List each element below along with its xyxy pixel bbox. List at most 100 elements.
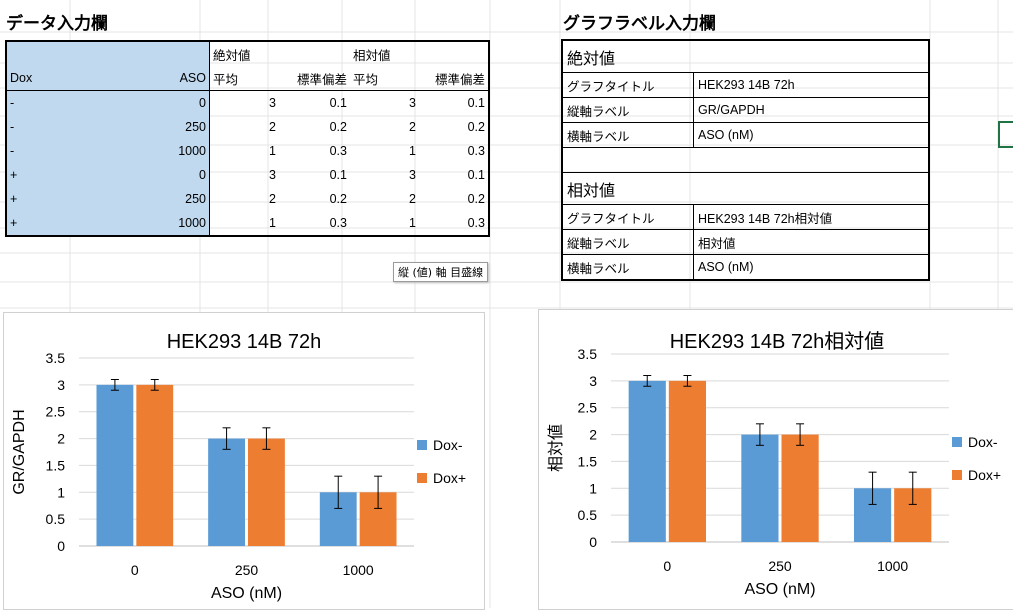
cell[interactable] bbox=[279, 41, 350, 66]
bar-dox-plus bbox=[136, 384, 174, 546]
cell-abs-sd[interactable]: 0.3 bbox=[329, 216, 347, 230]
cell-abs-sd[interactable]: 0.2 bbox=[329, 192, 347, 206]
col-header-dox[interactable]: Dox bbox=[6, 66, 78, 91]
chart-title: HEK293 14B 72h bbox=[167, 331, 322, 353]
cell-rel-sd[interactable]: 0.3 bbox=[467, 144, 485, 158]
bar-dox-minus bbox=[96, 384, 134, 546]
cell[interactable] bbox=[419, 41, 489, 66]
group-header-relative[interactable]: 相対値 bbox=[353, 48, 391, 63]
cell-aso[interactable]: 1000 bbox=[78, 211, 210, 236]
cell-rel-mean[interactable]: 2 bbox=[409, 120, 416, 134]
x-tick-label: 1000 bbox=[343, 562, 374, 578]
label-value[interactable]: HEK293 14B 72h相対値 bbox=[693, 204, 930, 230]
cell-aso[interactable]: 1000 bbox=[78, 139, 210, 163]
chart-absolute-svg: HEK293 14B 72h 0 0.5 1 1.5 2 2.5 3 3.5 0 250 1000 AS… bbox=[11, 331, 466, 602]
label-key[interactable]: 縦軸ラベル bbox=[561, 229, 694, 255]
cell[interactable] bbox=[562, 147, 929, 173]
cell-dox[interactable]: - bbox=[6, 90, 78, 115]
bar-dox-minus bbox=[208, 438, 245, 546]
y-tick-label: 0.5 bbox=[578, 507, 598, 523]
cell-dox[interactable]: - bbox=[6, 139, 78, 163]
label-key[interactable]: グラフタイトル bbox=[561, 204, 694, 230]
table-row: - 1000 1 0.3 1 0.3 bbox=[6, 139, 489, 163]
bar-dox-minus bbox=[741, 434, 779, 542]
x-tick-label: 250 bbox=[235, 562, 259, 578]
legend-label: Dox+ bbox=[433, 470, 466, 486]
label-heading-absolute[interactable]: 絶対値 bbox=[562, 40, 929, 73]
cell-dox[interactable]: + bbox=[6, 187, 78, 211]
col-header-aso[interactable]: ASO bbox=[78, 66, 210, 91]
cell-dox[interactable]: + bbox=[6, 163, 78, 187]
cell[interactable] bbox=[6, 41, 78, 66]
cell-dox[interactable]: + bbox=[6, 211, 78, 236]
cell-aso[interactable]: 0 bbox=[78, 90, 210, 115]
bar-dox-plus bbox=[248, 438, 285, 546]
label-heading-relative[interactable]: 相対値 bbox=[562, 172, 929, 205]
label-value[interactable]: ASO (nM) bbox=[693, 254, 930, 281]
cell-abs-sd[interactable]: 0.1 bbox=[279, 90, 350, 115]
y-tick-label: 2.5 bbox=[578, 400, 598, 416]
cell-aso[interactable]: 250 bbox=[78, 187, 210, 211]
col-header-rel-mean[interactable]: 平均 bbox=[353, 72, 379, 87]
y-tick-label: 3 bbox=[57, 377, 65, 393]
legend-swatch bbox=[952, 437, 962, 447]
label-value[interactable]: GR/GAPDH bbox=[693, 97, 930, 123]
cell-abs-mean[interactable]: 1 bbox=[209, 211, 279, 236]
x-axis-label: ASO (nM) bbox=[211, 585, 282, 602]
label-value[interactable]: ASO (nM) bbox=[693, 122, 930, 148]
y-tick-label: 0 bbox=[589, 534, 597, 550]
cell-abs-mean[interactable]: 3 bbox=[209, 163, 279, 187]
chart-relative[interactable]: HEK293 14B 72h相対値 0 0.5 1 1.5 2 2.5 3 3.5 0 250 100… bbox=[538, 309, 1013, 610]
label-key[interactable]: 縦軸ラベル bbox=[561, 97, 694, 123]
cell-rel-mean[interactable]: 2 bbox=[409, 192, 416, 206]
label-value[interactable]: 相対値 bbox=[693, 229, 930, 255]
cell-rel-sd[interactable]: 0.3 bbox=[467, 216, 485, 230]
chart-absolute[interactable]: HEK293 14B 72h 0 0.5 1 1.5 2 2.5 3 3.5 0 250 1000 AS… bbox=[3, 312, 485, 610]
label-value[interactable]: HEK293 14B 72h bbox=[693, 72, 930, 98]
label-key[interactable]: グラフタイトル bbox=[561, 72, 694, 98]
cell-rel-sd[interactable]: 0.1 bbox=[467, 168, 485, 182]
y-tick-label: 0.5 bbox=[46, 511, 66, 527]
cell-rel-sd[interactable]: 0.1 bbox=[419, 90, 489, 115]
col-header-abs-mean[interactable]: 平均 bbox=[209, 66, 279, 91]
selected-cell[interactable] bbox=[998, 121, 1013, 148]
cell-rel-mean[interactable]: 1 bbox=[409, 144, 416, 158]
x-tick-label: 0 bbox=[663, 558, 671, 574]
y-tick-label: 1.5 bbox=[46, 457, 66, 473]
table-row: + 250 2 0.2 2 0.2 bbox=[6, 187, 489, 211]
cell-aso[interactable]: 0 bbox=[78, 163, 210, 187]
cell-dox[interactable]: - bbox=[6, 115, 78, 139]
label-key[interactable]: 横軸ラベル bbox=[561, 122, 694, 148]
col-header-rel-sd[interactable]: 標準偏差 bbox=[434, 72, 485, 87]
cell-abs-mean[interactable]: 2 bbox=[209, 115, 279, 139]
group-header-absolute[interactable]: 絶対値 bbox=[209, 41, 279, 66]
col-header-abs-sd[interactable]: 標準偏差 bbox=[296, 72, 347, 87]
y-tick-label: 2 bbox=[589, 427, 597, 443]
cell-rel-mean[interactable]: 1 bbox=[409, 216, 416, 230]
cell-abs-mean[interactable]: 3 bbox=[209, 90, 279, 115]
cell-abs-sd[interactable]: 0.1 bbox=[329, 168, 347, 182]
cell-abs-mean[interactable]: 2 bbox=[209, 187, 279, 211]
y-tick-label: 3.5 bbox=[578, 346, 598, 362]
legend-label: Dox+ bbox=[968, 467, 1001, 483]
cell-abs-sd[interactable]: 0.2 bbox=[329, 120, 347, 134]
y-tick-label: 3 bbox=[589, 373, 597, 389]
y-axis-label: 相対値 bbox=[547, 424, 565, 472]
table-row: 横軸ラベル ASO (nM) bbox=[561, 122, 930, 148]
graph-label-table: 絶対値 グラフタイトル HEK293 14B 72h 縦軸ラベル GR/GAPD… bbox=[561, 39, 930, 281]
legend-swatch bbox=[417, 440, 427, 450]
label-key[interactable]: 横軸ラベル bbox=[561, 254, 694, 281]
cell-rel-mean[interactable]: 3 bbox=[409, 168, 416, 182]
cell-rel-sd[interactable]: 0.2 bbox=[467, 120, 485, 134]
cell-rel-mean[interactable]: 3 bbox=[350, 90, 419, 115]
cell-aso[interactable]: 250 bbox=[78, 115, 210, 139]
cell-abs-sd[interactable]: 0.3 bbox=[329, 144, 347, 158]
chart-relative-svg: HEK293 14B 72h相対値 0 0.5 1 1.5 2 2.5 3 3.5 0 250 100… bbox=[547, 330, 1001, 598]
label-section-title: グラフラベル入力欄 bbox=[563, 14, 716, 34]
cell-abs-mean[interactable]: 1 bbox=[209, 139, 279, 163]
cell[interactable] bbox=[78, 41, 210, 66]
y-tick-label: 1.5 bbox=[578, 453, 598, 469]
cell-rel-sd[interactable]: 0.2 bbox=[467, 192, 485, 206]
y-tick-label: 0 bbox=[57, 538, 65, 554]
table-row: 縦軸ラベル GR/GAPDH bbox=[561, 97, 930, 123]
